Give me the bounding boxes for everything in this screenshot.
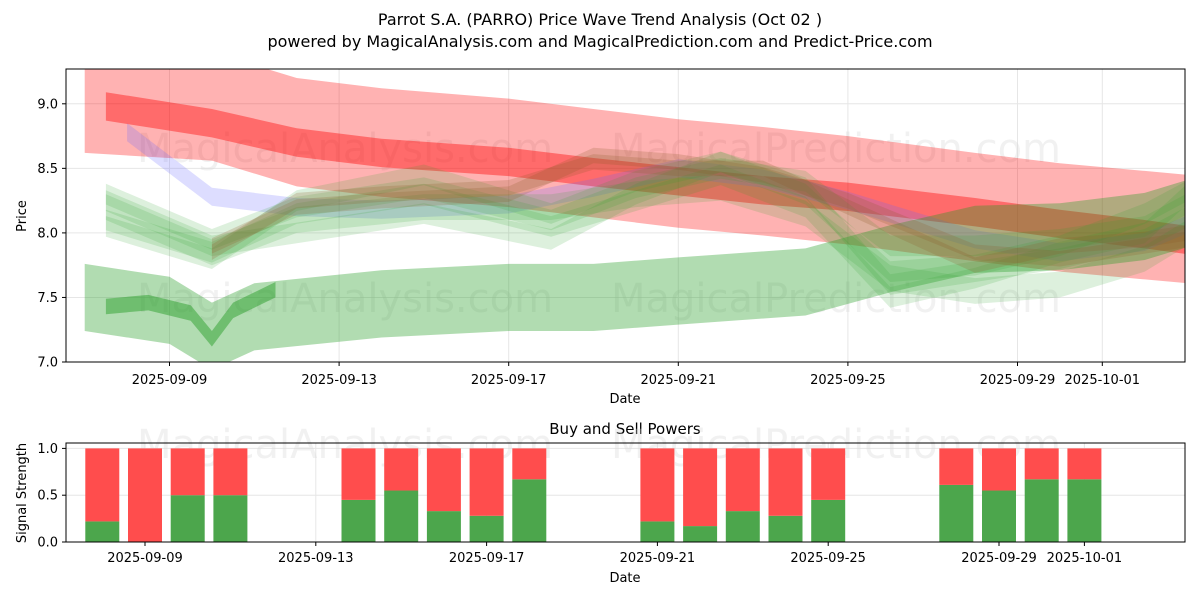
buy-bar [683, 526, 718, 542]
sell-bar [213, 448, 248, 496]
price-x-tick-label: 2025-09-21 [641, 373, 717, 388]
chart-title: Parrot S.A. (PARRO) Price Wave Trend Ana… [378, 10, 822, 29]
powers-y-ticks: 0.0 0.5 1.0 [37, 442, 66, 551]
band-green-5 [105, 174, 1185, 304]
buy-bar [426, 511, 461, 542]
sell-bar [170, 448, 205, 496]
sell-bar [1067, 448, 1102, 480]
watermark-prediction-top: MagicalPrediction.com [611, 126, 1061, 172]
price-x-tick-label: 2025-10-01 [1065, 373, 1141, 388]
powers-y-tick-label: 0.5 [37, 489, 58, 504]
band-green-4 [105, 151, 1185, 295]
sell-bar [128, 448, 162, 542]
watermark-prediction-mid: MagicalPrediction.com [611, 276, 1061, 322]
price-x-tick-label: 2025-09-17 [471, 373, 547, 388]
buy-bar [768, 515, 803, 542]
price-x-tick-label: 2025-09-13 [301, 373, 377, 388]
price-x-tick-label: 2025-09-09 [132, 373, 208, 388]
sell-bar [811, 448, 846, 500]
buy-bar [939, 484, 974, 542]
price-x-ticks: 2025-09-09 2025-09-13 2025-09-17 2025-09-21… [132, 362, 1140, 388]
powers-x-ticks: 2025-09-09 2025-09-13 2025-09-17 2025-09-21… [107, 542, 1122, 566]
powers-y-tick-label: 0.0 [37, 536, 58, 551]
sell-bar [426, 448, 461, 512]
powers-x-tick-label: 2025-09-21 [620, 551, 696, 566]
sell-bar [725, 448, 760, 512]
price-y-label: Price [15, 200, 30, 232]
buy-bar [725, 511, 760, 542]
sell-bar [85, 448, 120, 522]
powers-x-label: Date [609, 571, 640, 586]
buy-bar [811, 499, 846, 542]
band-orange-2 [211, 154, 1185, 273]
buy-bar [85, 521, 120, 542]
buy-bar [384, 490, 419, 542]
powers-title: Buy and Sell Powers [549, 420, 701, 438]
price-watermarks: MagicalAnalysis.com MagicalPrediction.co… [137, 126, 1061, 322]
price-plot-frame [65, 68, 1186, 363]
watermark-analysis-mid: MagicalAnalysis.com [137, 276, 553, 322]
sell-bar [939, 448, 974, 485]
band-red-wide [84, 69, 1185, 284]
price-x-tick-label: 2025-09-29 [980, 373, 1056, 388]
powers-x-tick-label: 2025-09-13 [278, 551, 354, 566]
price-grid [66, 69, 1185, 363]
sell-bar [640, 448, 675, 522]
sell-bar [341, 448, 376, 500]
price-y-tick-label: 8.0 [37, 226, 58, 241]
sell-bar [982, 448, 1016, 491]
sell-bar [1024, 448, 1059, 480]
price-y-tick-label: 8.5 [37, 162, 58, 177]
chart-subtitle: powered by MagicalAnalysis.com and Magic… [267, 32, 932, 51]
band-green-2 [105, 164, 1185, 308]
buy-bar [213, 495, 248, 542]
watermark-analysis-top: MagicalAnalysis.com [137, 126, 553, 172]
powers-x-tick-label: 2025-09-25 [790, 551, 866, 566]
powers-y-label: Signal Strength [15, 443, 30, 543]
band-green-low [84, 180, 1185, 362]
buy-bar [170, 495, 205, 542]
price-x-label: Date [609, 392, 640, 407]
price-y-tick-label: 7.5 [37, 291, 58, 306]
price-y-tick-label: 9.0 [37, 97, 58, 112]
buy-bar [640, 521, 675, 542]
sell-bar [469, 448, 504, 516]
price-wave-bands [84, 69, 1185, 362]
powers-x-tick-label: 2025-09-29 [961, 551, 1037, 566]
price-x-tick-label: 2025-09-25 [810, 373, 886, 388]
buy-bar [512, 479, 547, 542]
powers-bars [85, 448, 1102, 542]
sell-bar [768, 448, 803, 516]
sell-bar [683, 448, 718, 527]
buy-bar [1024, 479, 1059, 542]
price-y-ticks: 7.0 7.5 8.0 8.5 9.0 [37, 97, 66, 371]
sell-bar [512, 448, 547, 480]
powers-x-tick-label: 2025-10-01 [1047, 551, 1123, 566]
powers-x-tick-label: 2025-09-09 [107, 551, 183, 566]
price-y-tick-label: 7.0 [37, 356, 58, 371]
powers-y-tick-label: 1.0 [37, 442, 58, 457]
buy-bar [982, 490, 1016, 542]
powers-plot-frame [65, 442, 1186, 543]
powers-x-tick-label: 2025-09-17 [449, 551, 525, 566]
band-orange-1 [211, 147, 1185, 267]
buy-bar [469, 515, 504, 542]
buy-bar [341, 499, 376, 542]
band-blue [127, 123, 1185, 262]
buy-bar [1067, 479, 1102, 542]
sell-bar [384, 448, 419, 491]
band-red-core [105, 92, 1185, 254]
band-green-low-core [105, 282, 276, 347]
band-green-1 [105, 158, 1185, 257]
